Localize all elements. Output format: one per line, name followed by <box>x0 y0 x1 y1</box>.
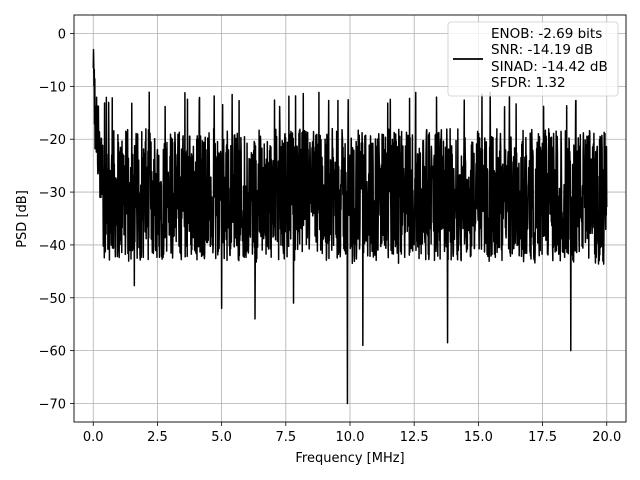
y-tick-label: −70 <box>39 398 66 413</box>
y-axis-ticks: 0 −10 −20 −30 −40 −50 −60 −70 <box>39 28 74 413</box>
psd-series-line <box>92 48 608 405</box>
x-tick-label: 15.0 <box>464 430 493 445</box>
x-tick-label: 12.5 <box>400 430 429 445</box>
x-tick-label: 20.0 <box>592 430 621 445</box>
y-axis-label: PSD [dB] <box>15 190 30 248</box>
legend-line-enob: ENOB: -2.69 bits <box>491 26 602 42</box>
legend-box <box>447 21 619 97</box>
y-tick-label: −60 <box>39 345 66 360</box>
x-tick-label: 5.0 <box>211 430 232 445</box>
y-tick-label: −20 <box>39 133 66 148</box>
x-tick-label: 7.5 <box>275 430 296 445</box>
x-axis-label: Frequency [MHz] <box>295 451 404 466</box>
y-tick-label: −50 <box>39 292 66 307</box>
x-tick-label: 0.0 <box>83 430 104 445</box>
legend-line-sinad: SINAD: -14.42 dB <box>491 59 608 75</box>
x-axis-ticks: 0.0 2.5 5.0 7.5 10.0 12.5 15.0 17.5 20.0 <box>83 422 621 445</box>
legend-line-snr: SNR: -14.19 dB <box>491 42 593 58</box>
y-tick-label: 0 <box>58 28 66 43</box>
x-tick-label: 2.5 <box>147 430 168 445</box>
y-tick-label: −10 <box>39 80 66 95</box>
x-tick-label: 17.5 <box>528 430 557 445</box>
y-tick-label: −30 <box>39 186 66 201</box>
y-tick-label: −40 <box>39 239 66 254</box>
x-tick-label: 10.0 <box>336 430 365 445</box>
legend-line-sfdr: SFDR: 1.32 <box>491 75 566 91</box>
legend: ENOB: -2.69 bits SNR: -14.19 dB SINAD: -… <box>447 21 619 97</box>
